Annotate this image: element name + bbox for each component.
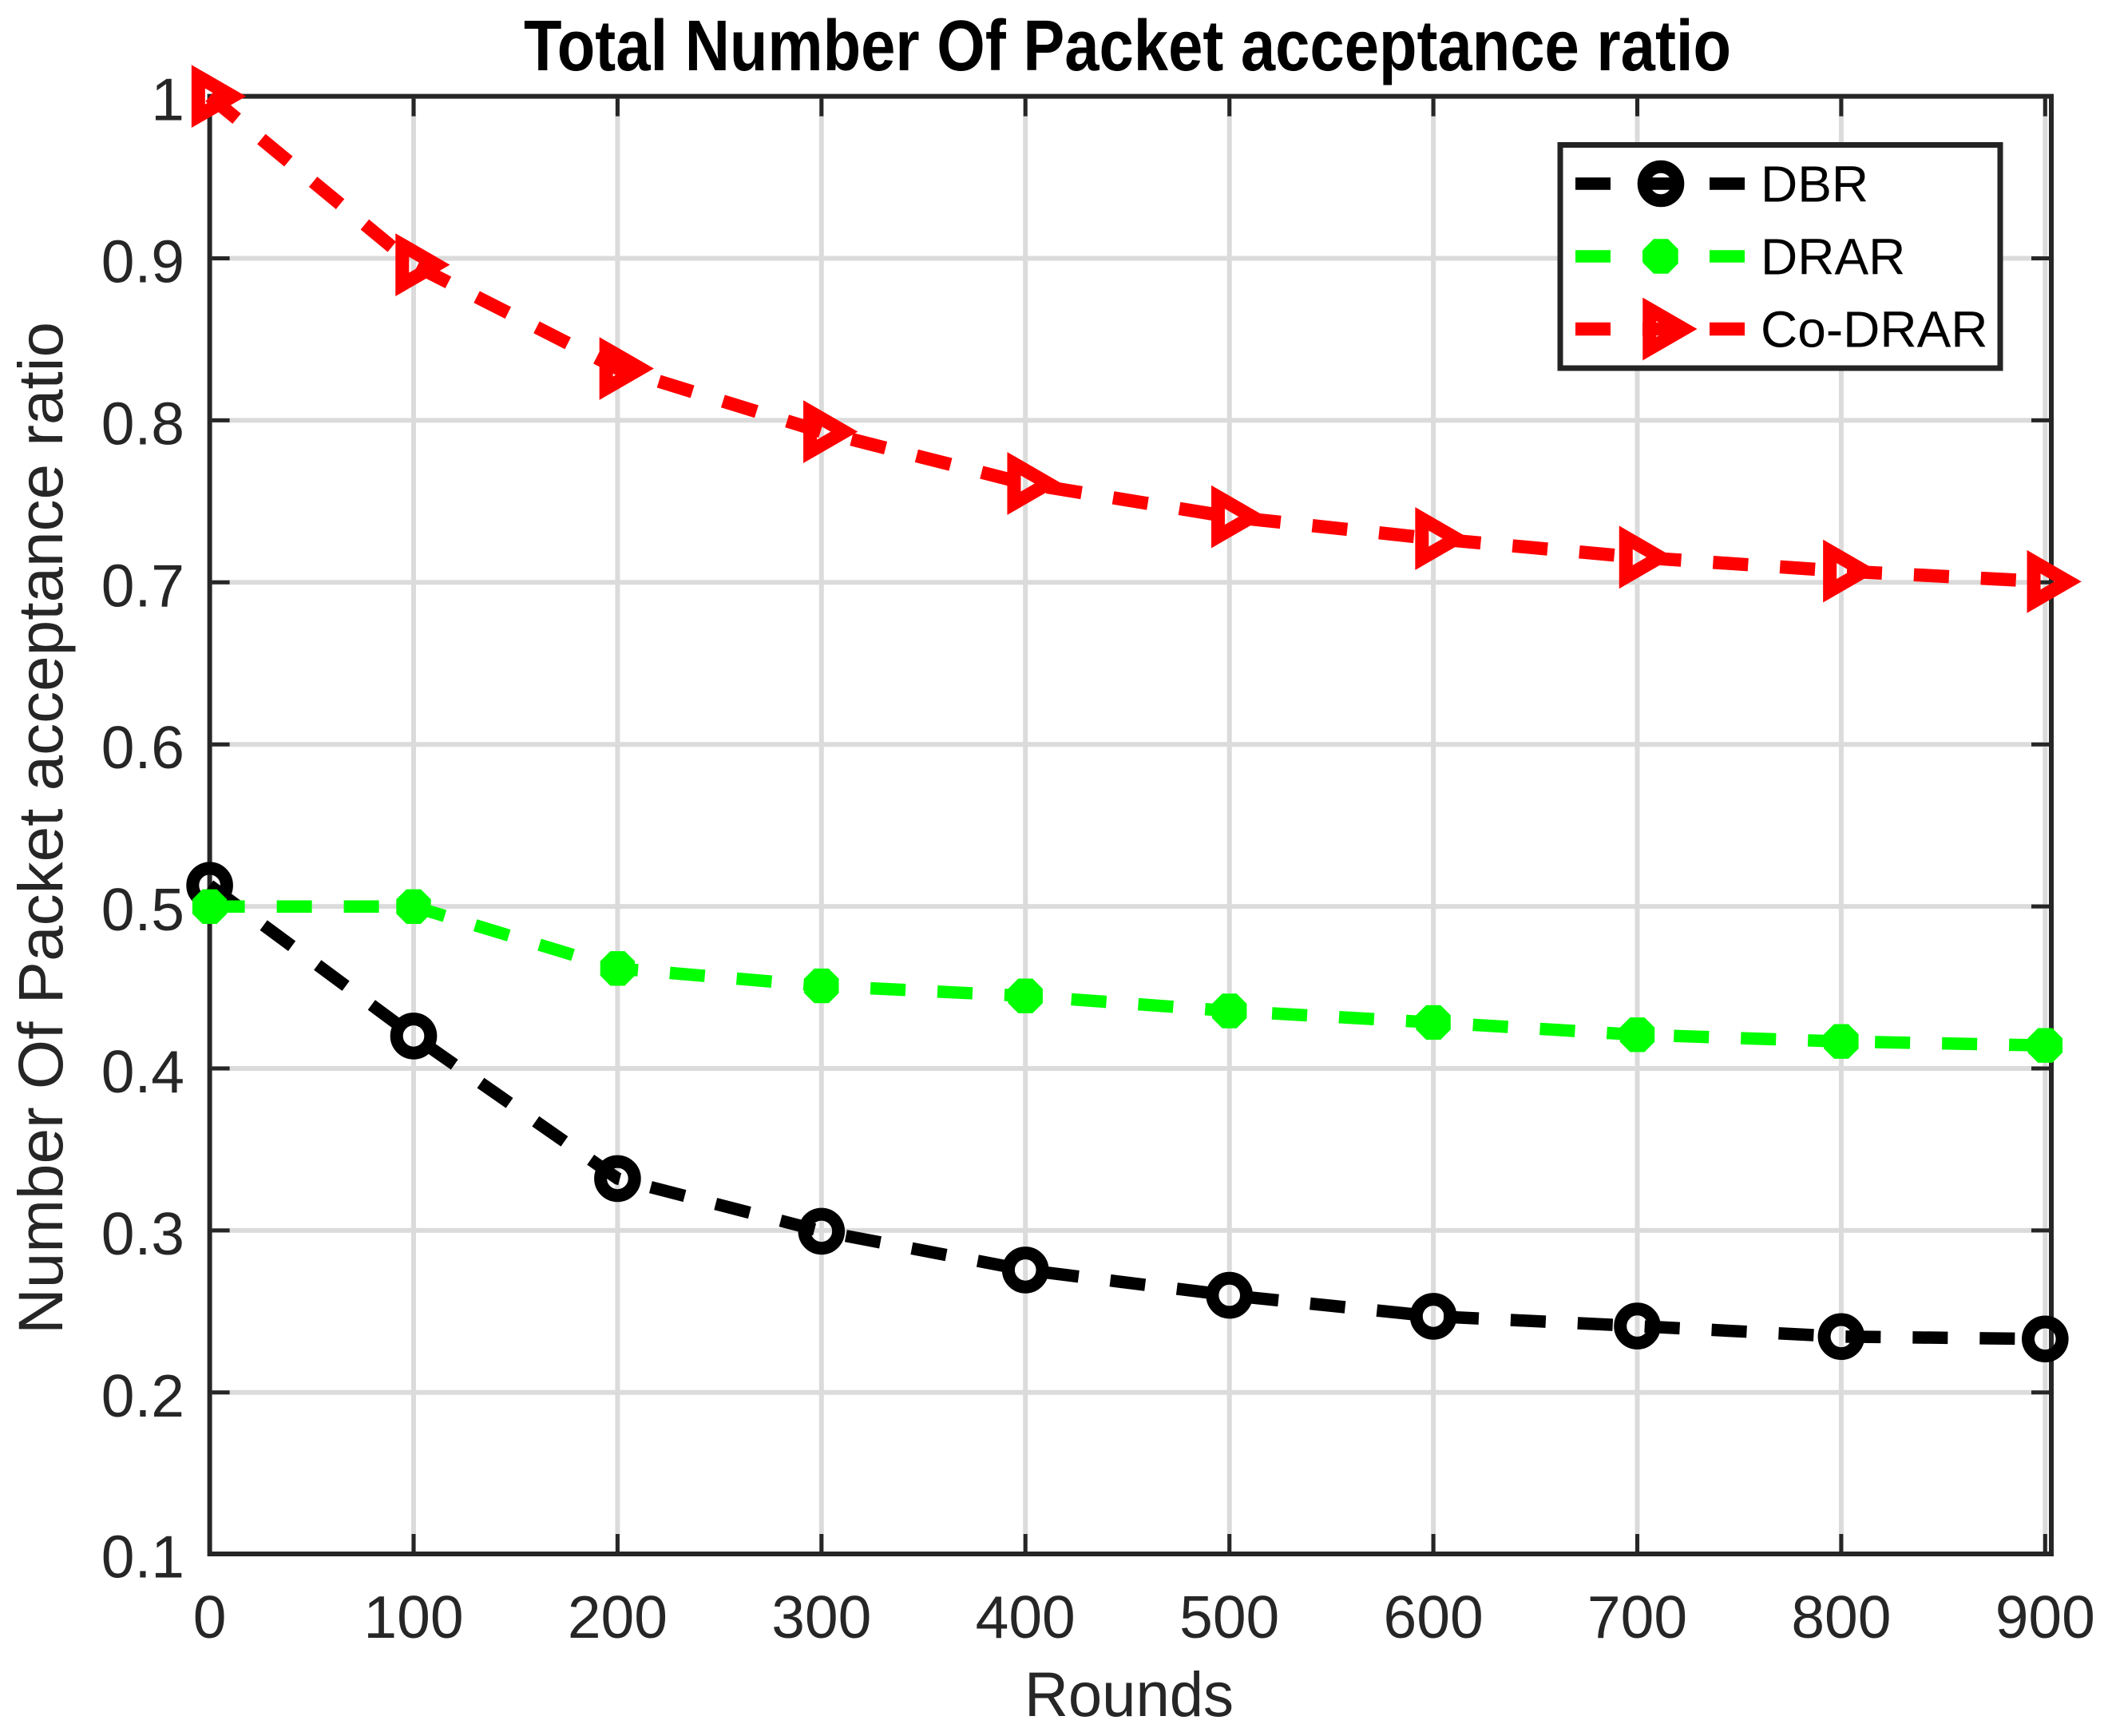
svg-text:0: 0 — [193, 1583, 227, 1651]
svg-text:900: 900 — [1995, 1583, 2095, 1651]
svg-text:300: 300 — [771, 1583, 871, 1651]
svg-text:700: 700 — [1587, 1583, 1687, 1651]
svg-text:0.9: 0.9 — [101, 228, 184, 295]
svg-text:0.2: 0.2 — [101, 1362, 184, 1429]
svg-text:0.7: 0.7 — [101, 552, 184, 619]
svg-text:100: 100 — [363, 1583, 463, 1651]
svg-text:0.6: 0.6 — [101, 714, 184, 781]
svg-text:0.8: 0.8 — [101, 390, 184, 457]
svg-text:Total Number Of Packet accepta: Total Number Of Packet acceptance ratio — [524, 6, 1731, 85]
svg-text:1: 1 — [151, 66, 184, 133]
svg-text:DRAR: DRAR — [1761, 228, 1905, 286]
svg-text:200: 200 — [568, 1583, 668, 1651]
svg-text:Rounds: Rounds — [1024, 1659, 1234, 1730]
svg-text:0.3: 0.3 — [101, 1200, 184, 1267]
svg-text:500: 500 — [1179, 1583, 1279, 1651]
svg-text:400: 400 — [976, 1583, 1076, 1651]
svg-text:0.4: 0.4 — [101, 1038, 184, 1105]
svg-text:Number Of Packet acceptance ra: Number Of Packet acceptance ratio — [5, 322, 76, 1334]
svg-text:0.1: 0.1 — [101, 1524, 184, 1591]
svg-text:600: 600 — [1384, 1583, 1484, 1651]
svg-text:Co-DRAR: Co-DRAR — [1761, 301, 1987, 359]
svg-text:0.5: 0.5 — [101, 876, 184, 943]
svg-text:800: 800 — [1791, 1583, 1891, 1651]
svg-text:DBR: DBR — [1761, 156, 1868, 213]
